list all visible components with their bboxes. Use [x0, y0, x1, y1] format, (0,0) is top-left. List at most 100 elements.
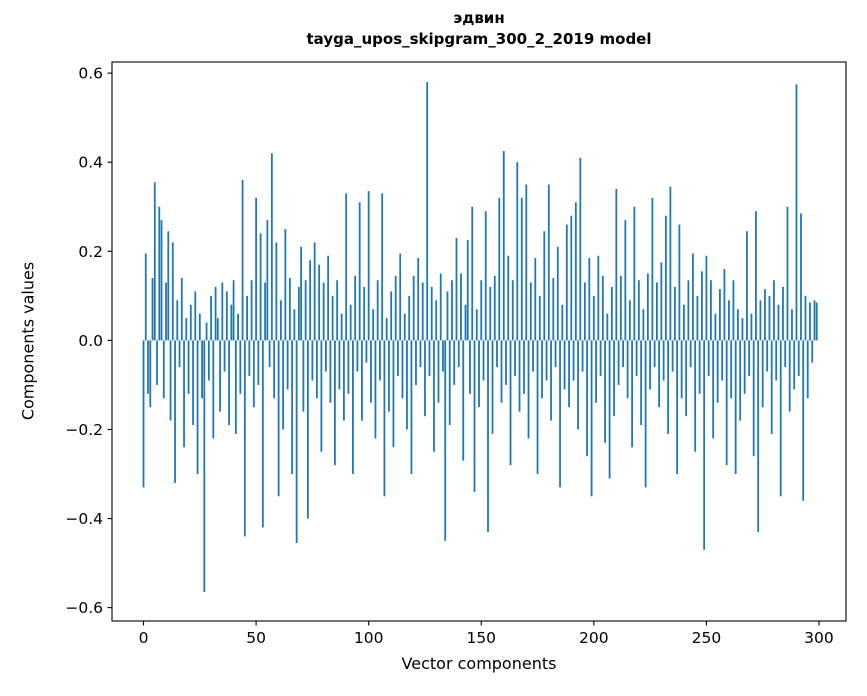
- bar: [151, 278, 154, 341]
- bar: [232, 280, 235, 341]
- bar: [185, 318, 188, 341]
- bar: [487, 340, 489, 532]
- bar: [259, 233, 262, 341]
- bar: [757, 340, 760, 532]
- bar: [640, 340, 643, 426]
- bar: [442, 340, 444, 372]
- bar: [439, 273, 442, 341]
- bar: [710, 280, 712, 341]
- bar: [284, 229, 287, 341]
- bar: [471, 206, 474, 341]
- bar: [325, 340, 327, 372]
- bar: [435, 300, 438, 341]
- bar: [345, 193, 348, 341]
- bar: [689, 340, 692, 368]
- bar: [646, 273, 649, 341]
- bar: [694, 340, 697, 452]
- bar: [142, 340, 145, 488]
- bar: [223, 340, 226, 372]
- bar: [219, 340, 221, 412]
- bar: [288, 278, 291, 341]
- bar: [743, 340, 746, 394]
- bar: [622, 340, 624, 368]
- bar: [502, 151, 505, 341]
- bar: [759, 300, 762, 341]
- bar: [676, 340, 679, 475]
- bar: [356, 340, 359, 372]
- bar: [144, 253, 147, 341]
- bar: [563, 340, 566, 390]
- bar: [505, 340, 507, 385]
- bar: [455, 237, 458, 341]
- bar: [804, 295, 807, 341]
- bar: [347, 340, 350, 394]
- bar: [372, 309, 375, 341]
- bar: [541, 340, 543, 399]
- bar: [527, 340, 530, 439]
- bar: [538, 295, 541, 341]
- bar: [692, 253, 694, 341]
- bar: [696, 295, 699, 341]
- bar: [327, 255, 330, 341]
- bar: [806, 340, 809, 399]
- bar: [514, 340, 516, 377]
- bar: [340, 313, 343, 341]
- bar: [725, 340, 728, 466]
- bar: [415, 340, 417, 385]
- bar: [205, 322, 208, 341]
- bar: [268, 340, 271, 368]
- bar: [723, 269, 726, 341]
- bar: [518, 340, 521, 412]
- bar: [574, 202, 577, 341]
- bar: [216, 318, 219, 341]
- bar: [156, 340, 158, 385]
- bar: [230, 304, 233, 341]
- x-tick-label: 300: [804, 629, 834, 647]
- bar: [343, 340, 345, 421]
- bar: [739, 340, 742, 421]
- bar: [178, 340, 181, 368]
- bar: [270, 153, 273, 341]
- bar: [746, 231, 748, 341]
- bar: [381, 193, 384, 341]
- bar: [331, 295, 334, 341]
- bar: [592, 295, 595, 341]
- bar: [388, 340, 390, 412]
- bar: [187, 340, 190, 394]
- bar: [520, 197, 523, 341]
- x-tick-label: 150: [466, 629, 496, 647]
- bar: [291, 340, 294, 475]
- bar: [523, 340, 525, 394]
- bar: [516, 162, 519, 341]
- bar: [302, 340, 305, 412]
- bar: [613, 340, 615, 417]
- bar: [295, 340, 298, 544]
- bar: [554, 340, 557, 368]
- bar: [568, 340, 570, 408]
- bar: [460, 273, 462, 341]
- bar: [394, 275, 397, 341]
- bar: [385, 318, 388, 341]
- bar: [617, 340, 620, 385]
- bar: [401, 340, 404, 399]
- bar: [581, 340, 584, 372]
- y-tick-label: 0.6: [78, 65, 103, 83]
- bar: [500, 340, 503, 403]
- bar: [721, 340, 724, 381]
- y-tick-label: −0.6: [65, 599, 103, 617]
- bar: [469, 340, 471, 394]
- bar: [811, 340, 814, 363]
- bar: [579, 157, 582, 341]
- bar: [687, 280, 690, 341]
- bar: [707, 340, 710, 377]
- bar: [673, 286, 676, 341]
- bar: [764, 289, 766, 341]
- bar: [165, 282, 167, 341]
- x-tick-label: 50: [246, 629, 266, 647]
- bar: [682, 304, 685, 341]
- bar: [608, 340, 611, 479]
- bar: [379, 340, 381, 381]
- bar: [453, 340, 456, 385]
